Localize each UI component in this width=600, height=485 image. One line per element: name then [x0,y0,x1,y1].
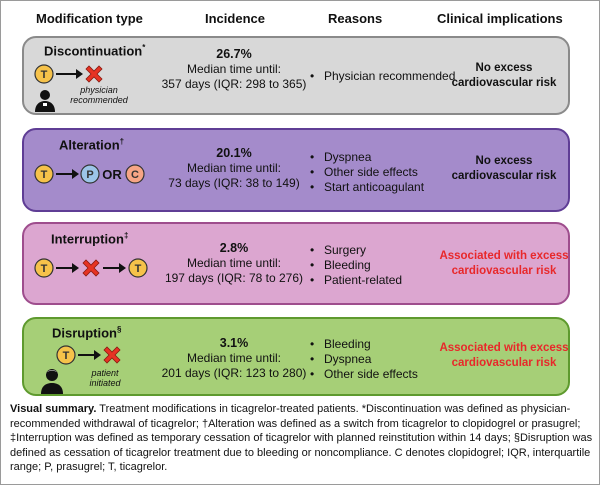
incidence-discontinuation: 26.7% Median time until: 357 days (IQR: … [161,47,307,91]
svg-text:P: P [86,169,93,181]
actor-label-patient: patient initiated [89,368,121,388]
interruption-icon-group: T T [34,258,148,278]
card-disruption: Disruption§ T patient initiated 3.1% Medi… [22,317,570,396]
cross-icon [85,65,103,83]
svg-text:T: T [41,169,48,181]
svg-text:T: T [63,350,70,362]
card-title-discontinuation: Discontinuation* [44,43,146,59]
card-interruption: Interruption‡ T T 2.8% Median time until… [22,222,570,305]
cross-icon [82,259,100,277]
ticagrelor-circle-icon [56,345,76,365]
alteration-icon-group: T P OR C [34,164,145,184]
disruption-icon-group: T [41,345,121,394]
discontinuation-icon-group: T [34,64,103,112]
caption-line2: recommended withdrawal of ticagrelor; †A… [10,417,581,430]
header-reasons: Reasons [328,11,383,26]
incidence-interruption: 2.8% Median time until: 197 days (IQR: 7… [164,241,304,285]
patient-icon [41,369,63,394]
caption-lead: Visual summary. [10,403,97,415]
header-incidence: Incidence [205,11,265,26]
implication-discontinuation: No excess cardiovascular risk [451,62,557,89]
or-label: OR [102,167,122,182]
reasons-discontinuation: Physician recommended [310,69,455,84]
reasons-alteration: Dyspnea Other side effects Start anticoa… [310,150,424,195]
header-modification-type: Modification type [36,11,143,26]
ticagrelor-circle-icon [34,64,54,84]
svg-text:T: T [135,263,142,275]
incidence-disruption: 3.1% Median time until: 201 days (IQR: 1… [161,336,307,380]
clopidogrel-circle-icon [125,164,145,184]
card-title-interruption: Interruption‡ [51,231,129,247]
svg-text:T: T [41,263,48,275]
caption-line4: defined as cessation of ticagrelor treat… [10,446,591,459]
reasons-interruption: Surgery Bleeding Patient-related [310,243,402,288]
implication-disruption: Associated with excess cardiovascular ri… [439,342,569,369]
implication-alteration: No excess cardiovascular risk [451,155,557,182]
incidence-alteration: 20.1% Median time until: 73 days (IQR: 3… [168,146,300,190]
figure-caption: Visual summary. Treatment modifications … [10,402,596,475]
caption-line3: ‡Interruption was defined as temporary c… [10,432,593,444]
ticagrelor-letter: T [41,69,48,81]
ticagrelor-circle-icon [128,258,148,278]
prasugrel-circle-icon [80,164,100,184]
ticagrelor-circle-icon [34,258,54,278]
caption-line1: Treatment modifications in ticagrelor-tr… [99,403,571,415]
caption-line5: range; P, prasugrel; T, ticagrelor. [10,461,168,473]
actor-label-physician: physician recommended [70,85,128,105]
svg-text:C: C [131,169,139,181]
card-discontinuation: Discontinuation* T physician recommended … [22,36,570,115]
card-title-disruption: Disruption§ [52,325,122,341]
ticagrelor-circle-icon [34,164,54,184]
card-alteration: Alteration† T P OR C 20.1% Median time u… [22,128,570,212]
cross-icon [103,346,121,364]
implication-interruption: Associated with excess cardiovascular ri… [439,250,569,277]
card-title-alteration: Alteration† [59,137,125,153]
header-clinical-implications: Clinical implications [437,11,563,26]
physician-icon [35,90,55,112]
reasons-disruption: Bleeding Dyspnea Other side effects [310,337,418,382]
